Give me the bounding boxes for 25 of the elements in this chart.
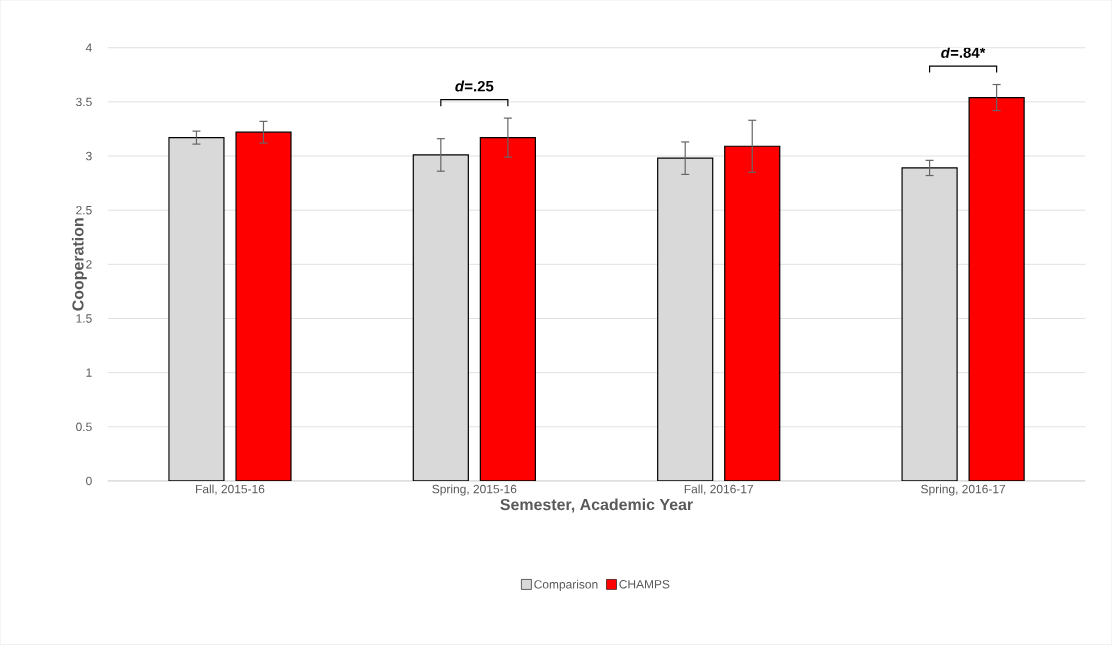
x-tick-label: Spring, 2016-17 — [921, 484, 1006, 496]
y-axis-title: Cooperation — [71, 218, 87, 311]
legend-label: CHAMPS — [619, 580, 670, 589]
bar — [724, 145, 781, 482]
x-tick-label: Spring, 2015-16 — [432, 484, 517, 496]
y-tick-label: 3 — [86, 151, 92, 161]
bar — [968, 97, 1025, 482]
y-tick-label: 1.5 — [76, 314, 92, 323]
y-tick-label: 0 — [86, 476, 92, 486]
bar — [901, 167, 958, 482]
bar — [235, 131, 292, 482]
y-tick-label: 3.5 — [76, 97, 92, 107]
y-tick-label: 1 — [86, 368, 92, 377]
y-tick-label: 2.5 — [76, 206, 92, 215]
y-tick-label: 4 — [85, 43, 92, 52]
annotation: d=.84* — [941, 47, 986, 59]
y-tick-label: 2 — [86, 260, 92, 269]
x-tick-label: Fall, 2016-17 — [684, 484, 754, 495]
x-axis-title: Semester, Academic Year — [500, 498, 693, 513]
bar — [168, 137, 225, 482]
annotation: d=.25 — [455, 80, 494, 92]
x-tick-label: Fall, 2015-16 — [196, 484, 265, 495]
bar — [479, 137, 536, 482]
legend-label: Comparison — [534, 579, 598, 592]
y-tick-label: 0.5 — [76, 422, 92, 432]
